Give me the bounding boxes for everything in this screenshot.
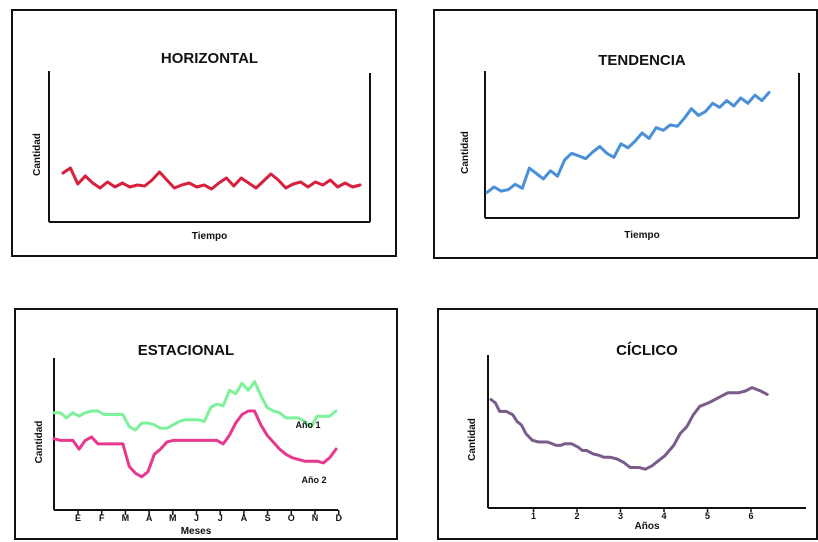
y-axis-label: Cantidad	[467, 418, 478, 461]
y-axis-label: Cantidad	[32, 133, 43, 176]
x-axis-label: Tiempo	[624, 230, 659, 241]
chart-panel-estacional: ESTACIONAL Meses Cantidad E F M A M J J A S O N D Año 1…	[14, 308, 398, 540]
x-tick-label: 4	[661, 511, 666, 521]
series-line-ciclico	[489, 386, 769, 471]
x-tick-label: F	[99, 513, 105, 523]
x-tick-label: M	[169, 513, 177, 523]
chart-panel-horizontal: HORIZONTAL Tiempo Cantidad	[11, 9, 397, 257]
x-tick-label: M	[122, 513, 129, 523]
x-tick-label: J	[218, 513, 223, 523]
x-tick-label: J	[194, 513, 199, 523]
chart-ciclico-svg: CÍCLICO Años Cantidad 1 2 3 4 5 6	[467, 342, 806, 532]
x-tick-label: 6	[748, 511, 753, 521]
x-tick-label: E	[75, 513, 81, 523]
series-line-tendencia	[485, 91, 771, 194]
chart-title: HORIZONTAL	[161, 50, 258, 67]
y-axis-label: Cantidad	[34, 421, 45, 464]
series-label-2: Año 2	[301, 475, 326, 485]
chart-title: ESTACIONAL	[138, 342, 234, 359]
chart-title: CÍCLICO	[616, 342, 678, 359]
chart-panel-tendencia: TENDENCIA Tiempo Cantidad	[433, 9, 818, 259]
x-tick-label: A	[146, 513, 153, 523]
x-tick-label: 3	[618, 511, 623, 521]
chart-tendencia-svg: TENDENCIA Tiempo Cantidad	[460, 52, 800, 241]
series-line-estacional-2	[52, 409, 338, 479]
chart-estacional-svg: ESTACIONAL Meses Cantidad E F M A M J J A S O N D Año 1…	[34, 342, 342, 537]
x-axis-label: Meses	[181, 526, 212, 537]
y-axis-label: Cantidad	[460, 131, 471, 174]
series-line-estacional-1	[52, 380, 338, 432]
x-axis-label: Años	[635, 521, 660, 532]
x-axis-label: Tiempo	[192, 231, 227, 242]
series-label-1: Año 1	[295, 420, 320, 430]
x-tick-label: 5	[705, 511, 710, 521]
x-tick-label: D	[335, 513, 342, 523]
x-tick-label: S	[265, 513, 271, 523]
x-tick-label: N	[312, 513, 319, 523]
series-line-horizontal	[61, 166, 362, 191]
x-tick-label: A	[241, 513, 248, 523]
chart-panel-ciclico: CÍCLICO Años Cantidad 1 2 3 4 5 6	[437, 308, 818, 540]
x-tick-label: 1	[531, 511, 536, 521]
chart-horizontal-svg: HORIZONTAL Tiempo Cantidad	[32, 50, 371, 242]
chart-title: TENDENCIA	[598, 52, 686, 69]
x-tick-label: O	[288, 513, 295, 523]
x-tick-label: 2	[574, 511, 579, 521]
